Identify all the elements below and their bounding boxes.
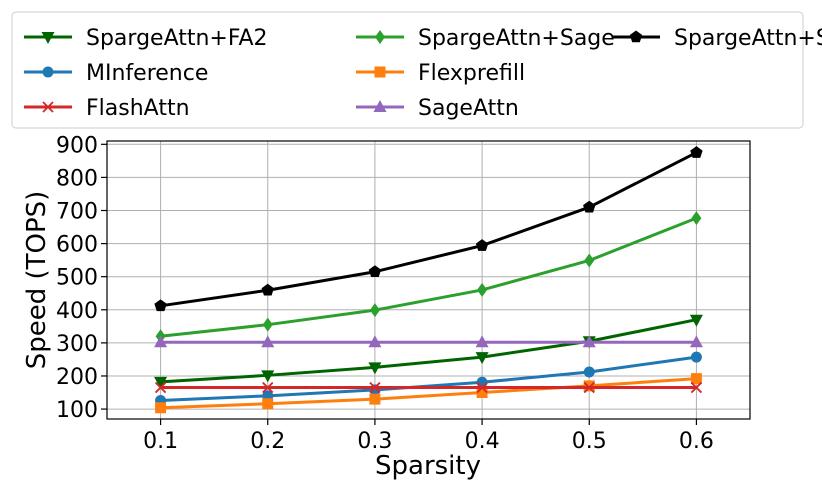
data-point-flexprefill bbox=[583, 380, 595, 392]
series-line-spargeattn-fa2 bbox=[160, 318, 697, 384]
y-tick-label: 300 bbox=[56, 332, 98, 357]
x-tick-label: 0.5 bbox=[572, 429, 607, 454]
series-spargeattn-fa2 bbox=[154, 314, 703, 389]
data-point-spargeattn-sage bbox=[369, 303, 380, 318]
data-point-sageattn bbox=[582, 335, 596, 348]
data-point-flashattn bbox=[262, 381, 274, 394]
data-point-spargeattn-sage2 bbox=[475, 239, 489, 251]
y-tick-label: 400 bbox=[56, 299, 98, 324]
plot-frame bbox=[106, 140, 751, 420]
series-minference bbox=[155, 351, 702, 406]
series-spargeattn-sage bbox=[155, 211, 702, 344]
data-point-spargeattn-sage bbox=[584, 253, 595, 268]
series-line-flexprefill bbox=[160, 377, 697, 410]
y-tick-label: 800 bbox=[56, 166, 98, 191]
series-flexprefill bbox=[155, 373, 702, 414]
legend-label: SageAttn bbox=[418, 96, 519, 121]
data-point-flexprefill bbox=[476, 387, 488, 399]
data-point-spargeattn-sage bbox=[262, 317, 273, 332]
series-line-spargeattn-sage bbox=[160, 216, 697, 338]
legend: SpargeAttn+FA2 MInference FlashAttn SpargeA… bbox=[24, 26, 822, 121]
y-tick-label: 900 bbox=[56, 133, 98, 158]
legend-label: MInference bbox=[86, 61, 208, 86]
legend-swatch-marker bbox=[373, 100, 387, 112]
legend-item-spargeattn-sage: SpargeAttn+Sage bbox=[356, 26, 615, 51]
x-axis-label: Sparsity bbox=[375, 451, 481, 481]
y-tick-label: 200 bbox=[56, 365, 98, 390]
legend-label: Flexprefill bbox=[418, 61, 525, 86]
data-point-flashattn bbox=[476, 381, 488, 394]
legend-item-sageattn: SageAttn bbox=[356, 96, 519, 121]
x-tick-label: 0.1 bbox=[143, 429, 178, 454]
data-point-spargeattn-sage bbox=[477, 282, 488, 297]
x-tick-label: 0.6 bbox=[679, 429, 714, 454]
legend-item-flexprefill: Flexprefill bbox=[356, 61, 525, 86]
data-point-flashattn bbox=[583, 381, 595, 394]
data-point-sageattn bbox=[261, 335, 275, 348]
y-tick-label: 600 bbox=[56, 233, 98, 258]
data-point-minference bbox=[583, 366, 595, 378]
data-point-spargeattn-sage2 bbox=[583, 200, 596, 213]
legend-label: SpargeAttn+FA2 bbox=[86, 26, 268, 51]
data-point-spargeattn-fa2 bbox=[154, 376, 168, 389]
x-tick-label: 0.2 bbox=[250, 429, 285, 454]
data-point-flashattn bbox=[369, 381, 381, 394]
data-point-spargeattn-fa2 bbox=[368, 362, 382, 375]
series-layer bbox=[154, 146, 703, 414]
legend-item-spargeattn-fa2: SpargeAttn+FA2 bbox=[24, 26, 268, 51]
legend-item-spargeattn-sage2: SpargeAttn+Sage2 bbox=[612, 26, 822, 51]
data-point-sageattn bbox=[368, 335, 382, 348]
data-point-flexprefill bbox=[262, 398, 274, 410]
data-point-flexprefill bbox=[155, 402, 167, 414]
legend-swatch-marker bbox=[375, 30, 385, 44]
legend-swatch-marker bbox=[41, 32, 55, 44]
series-flashattn bbox=[154, 381, 703, 394]
y-tick-label: 700 bbox=[56, 200, 98, 225]
legend-item-flashattn: FlashAttn bbox=[24, 96, 190, 121]
data-point-flashattn bbox=[154, 381, 167, 394]
y-tick-label: 500 bbox=[56, 266, 98, 291]
data-point-spargeattn-fa2 bbox=[475, 352, 489, 365]
data-point-spargeattn-sage bbox=[691, 211, 702, 226]
legend-label: SpargeAttn+Sage bbox=[418, 26, 615, 51]
data-point-flexprefill bbox=[369, 393, 381, 405]
data-point-spargeattn-sage2 bbox=[154, 299, 167, 312]
data-point-flashattn bbox=[690, 381, 703, 394]
data-point-sageattn bbox=[689, 335, 703, 348]
legend-box bbox=[11, 11, 804, 129]
x-tick-label: 0.3 bbox=[357, 429, 392, 454]
legend-label: FlashAttn bbox=[86, 96, 190, 121]
series-sageattn bbox=[154, 335, 703, 348]
series-spargeattn-sage2 bbox=[154, 146, 703, 312]
y-axis-label: Speed (TOPS) bbox=[22, 191, 52, 370]
legend-item-minference: MInference bbox=[24, 61, 208, 86]
legend-swatch-marker bbox=[42, 101, 54, 113]
data-point-minference bbox=[690, 351, 702, 363]
data-point-spargeattn-sage2 bbox=[690, 146, 703, 158]
legend-swatch-marker bbox=[629, 30, 643, 43]
grid-lines bbox=[107, 141, 750, 419]
data-point-flexprefill bbox=[690, 373, 702, 385]
x-tick-label: 0.4 bbox=[465, 429, 500, 454]
y-tick-label: 100 bbox=[56, 398, 98, 423]
y-axis: 100 200 300 400 500 600 700 800 900 bbox=[56, 133, 107, 423]
data-point-spargeattn-sage2 bbox=[368, 265, 382, 277]
data-point-spargeattn-sage2 bbox=[261, 283, 274, 296]
x-axis: 0.1 0.2 0.3 0.4 0.5 0.6 bbox=[143, 419, 714, 454]
data-point-spargeattn-fa2 bbox=[689, 314, 703, 327]
data-point-sageattn bbox=[154, 335, 168, 348]
series-line-spargeattn-sage2 bbox=[160, 151, 698, 308]
legend-swatch-marker bbox=[42, 66, 54, 78]
legend-label: SpargeAttn+Sage2 bbox=[674, 26, 822, 51]
data-point-sageattn bbox=[475, 335, 489, 348]
data-point-spargeattn-fa2 bbox=[261, 370, 275, 383]
legend-swatch-marker bbox=[374, 66, 386, 78]
